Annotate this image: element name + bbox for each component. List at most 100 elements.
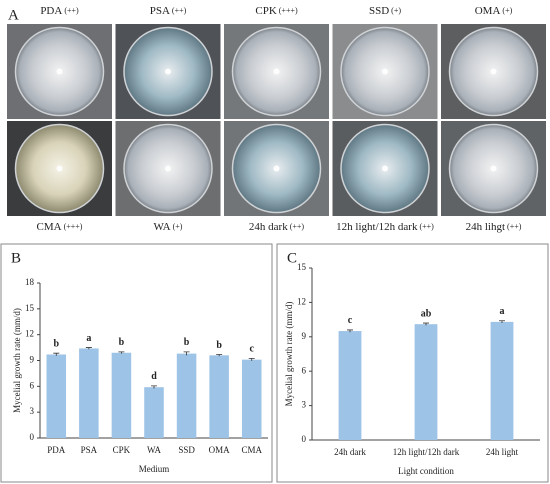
y-tick-label: 0 [302,434,307,444]
error-bar [183,351,190,356]
significance-letter: c [249,344,254,355]
colony-center [273,165,280,172]
error-bar [53,352,60,356]
colony-center [382,165,388,172]
significance-letter: b [54,338,60,349]
plate-medium: SSD [369,5,389,17]
plate-medium: PDA [40,5,62,17]
bar [79,348,99,438]
panel-frame [0,243,273,483]
error-bar [151,385,157,389]
y-tick-label: 12 [25,329,34,339]
colony-center [165,165,171,172]
y-tick-label: 3 [30,406,35,416]
y-tick-label: 12 [297,296,306,306]
bar [241,359,262,438]
panel-label: B [11,250,21,266]
bar [144,387,164,438]
plate-medium: CMA [37,221,62,233]
bar [490,321,514,440]
plate-medium: 12h light/12h dark [336,221,418,233]
x-axis-title: Light condition [398,466,454,476]
panel-label: A [8,7,19,23]
significance-letter: a [500,306,505,317]
colony-center [382,68,388,75]
bar [338,331,362,440]
x-axis-title: Medium [139,464,170,474]
x-tick-label: SSD [178,445,195,455]
y-axis-title: Mycelial growth rate (mm/d) [12,308,22,413]
plate-medium: 24h lihgt [466,221,505,233]
colony-center [273,68,280,75]
x-tick-label: 12h light/12h dark [393,447,460,457]
error-bar [216,354,223,357]
y-tick-label: 15 [25,303,35,313]
plate-rating: (++) [507,222,522,231]
plate-label: PDA (++) [40,5,79,17]
significance-letter: b [184,337,190,348]
plate-medium: WA [154,221,171,233]
bar [176,353,197,438]
y-tick-label: 3 [302,400,307,410]
x-tick-label: CMA [241,445,262,455]
plate-label: PSA (++) [150,5,187,17]
significance-letter: c [348,315,353,326]
y-tick-label: 6 [30,380,35,390]
plate-medium: OMA [475,5,501,17]
colony-center [490,165,497,172]
x-tick-label: 24h dark [334,447,366,457]
plate-rating: (+) [502,6,512,15]
bar [209,355,229,438]
colony-center [165,68,171,75]
plate-label: CPK (+++) [255,5,298,17]
plate-label: 24h dark (++) [249,221,304,233]
bar [46,354,67,438]
error-bar [118,351,125,354]
plate-rating: (++) [64,6,79,15]
bar [111,352,132,438]
panel-frame [276,243,549,483]
significance-letter: ab [421,308,432,319]
y-axis-title: Mycelial growth rate (mm/d) [284,302,294,407]
plate-label: 12h light/12h dark (++) [336,221,434,233]
error-bar [499,320,505,324]
y-tick-label: 6 [302,365,307,375]
y-tick-label: 0 [30,432,35,442]
plate-medium: 24h dark [249,221,288,233]
error-bar [85,347,92,350]
plate-medium: CPK [255,5,276,17]
bar [414,324,438,440]
colony-center [56,165,63,172]
error-bar [248,357,255,361]
plate-label: WA (+) [154,221,183,233]
plate-medium: PSA [150,5,170,17]
panel-label: C [287,250,297,266]
x-tick-label: 24h light [486,447,519,457]
significance-letter: b [119,337,125,348]
y-tick-label: 9 [30,355,35,365]
plate-rating: (++) [172,6,187,15]
plate-rating: (+) [173,222,183,231]
x-tick-label: PDA [47,445,66,455]
y-tick-label: 9 [302,331,307,341]
plate-label: 24h lihgt (++) [466,221,522,233]
x-tick-label: PSA [81,445,98,455]
plate-rating: (++) [290,222,305,231]
significance-letter: a [86,333,91,344]
plate-rating: (+) [391,6,401,15]
y-tick-label: 18 [25,277,35,287]
error-bar [423,322,429,326]
plate-label: OMA (+) [475,5,513,17]
significance-letter: d [151,371,157,382]
plate-rating: (++) [419,222,434,231]
plate-rating: (+++) [64,222,83,231]
x-tick-label: OMA [209,445,231,455]
x-tick-label: WA [147,445,161,455]
error-bar [347,329,353,333]
plate-label: CMA (+++) [37,221,83,233]
colony-center [56,68,63,75]
significance-letter: b [216,340,222,351]
colony-center [490,68,497,75]
y-tick-label: 15 [297,262,307,272]
